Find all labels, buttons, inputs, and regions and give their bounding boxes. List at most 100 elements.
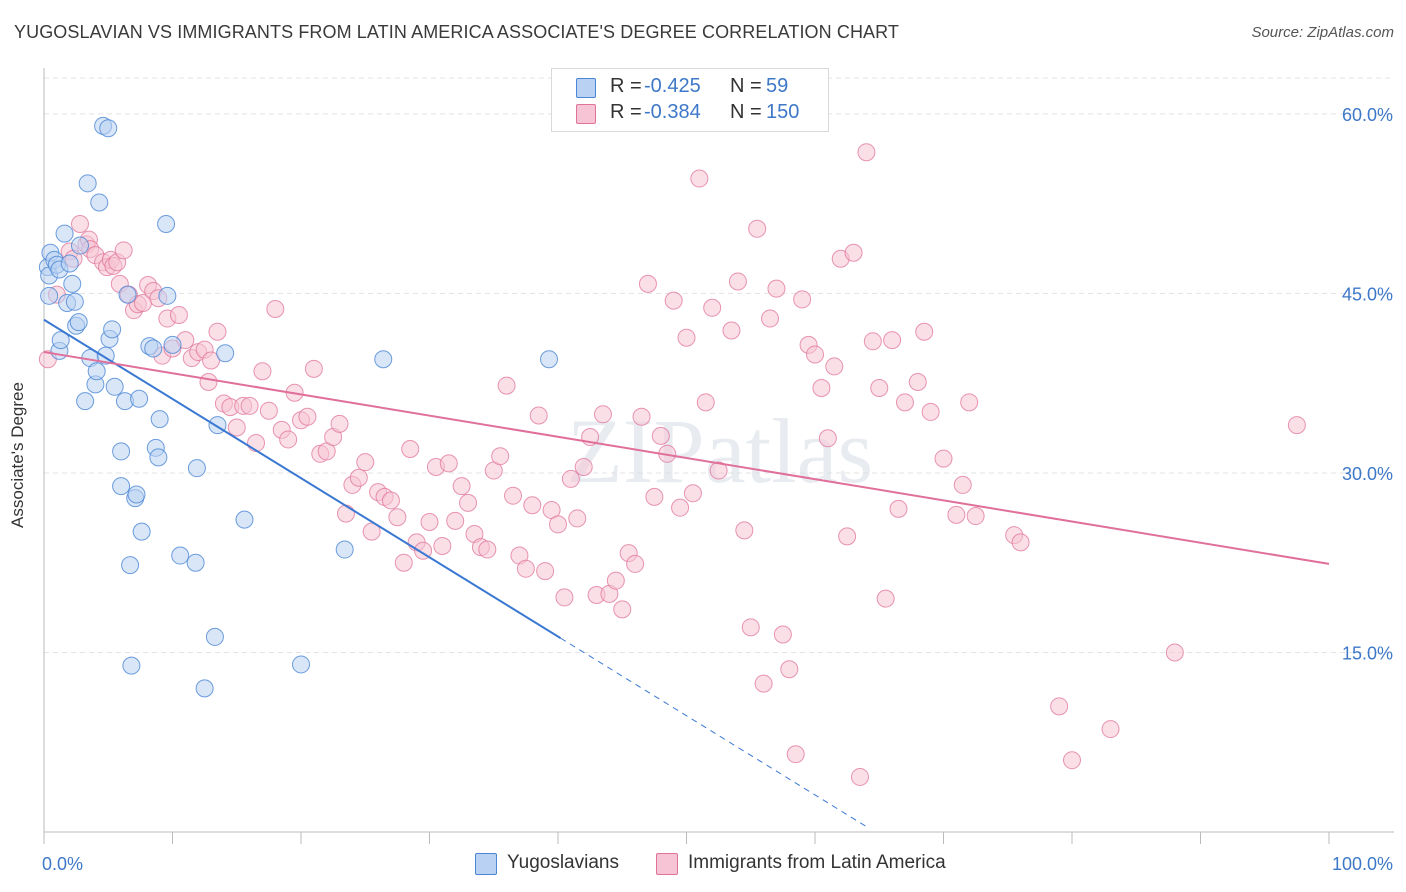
latin-america-point [651,426,670,445]
latin-america-point [362,522,381,541]
yugoslavian-point [149,448,168,467]
latin-america-point [960,393,979,412]
latin-america-point [208,322,227,341]
latin-america-point [722,321,741,340]
yugoslavian-point [150,410,169,429]
latin-america-point [786,745,805,764]
yugoslavian-point [76,392,95,411]
latin-america-point [870,378,889,397]
latin-america-point [452,477,471,496]
yugoslavian-point [60,254,79,273]
latin-america-point [1101,720,1120,739]
latin-america-point [394,553,413,572]
latin-america-point [953,475,972,494]
source-label: Source: ZipAtlas.com [1251,24,1394,41]
blue-swatch [475,853,497,875]
x-tick-label: 100.0% [1332,854,1393,874]
watermark: ZIPatlas [567,400,874,502]
latin-america-point [690,169,709,188]
latin-america-point [330,414,349,433]
gridlines [44,77,1394,653]
latin-america-point [761,309,780,328]
yugoslavian-point [205,627,224,646]
yugoslavian-point [122,656,141,675]
latin-america-point [908,372,927,391]
latin-america-point [947,505,966,524]
latin-america-point [780,660,799,679]
latin-america-point [381,491,400,510]
latin-america-point [349,468,368,487]
latin-america-point [516,559,535,578]
latin-america-point [593,405,612,424]
yugoslavian-point [112,442,131,461]
y-tick-label: 60.0% [1342,105,1393,125]
latin-america-trend-line [43,351,1330,565]
latin-america-point [253,362,272,381]
y-tick-label: 15.0% [1342,643,1393,663]
latin-america-point [1063,751,1081,770]
n-value: 150 [766,101,800,123]
yugoslavian-point [216,344,235,363]
blue-swatch [576,78,596,98]
latin-america-point [895,393,914,412]
latin-america-point [696,393,715,412]
correlation-legend: R = -0.425 N = 59 R = -0.384 N = 150 [551,68,829,132]
latin-america-point [806,345,824,364]
yugoslavian-point [118,285,137,304]
latin-america-point [818,429,837,448]
latin-america-point [336,504,355,523]
latin-america-point [561,469,580,488]
latin-america-point [1165,643,1184,662]
latin-america-point [446,511,465,530]
latin-america-point [439,454,458,473]
legend-label: Yugoslavians [507,852,619,873]
yugoslavian-point [87,362,106,381]
yugoslavian-point [51,331,70,350]
latin-america-point [459,493,478,512]
latin-america-point [773,625,792,644]
yugoslavian-point [65,292,84,311]
latin-america-point [863,332,882,351]
latin-america-point [1050,697,1069,716]
latin-america-point [523,496,542,515]
yugoslavian-point [335,540,354,559]
latin-america-point [247,434,266,453]
latin-america-point [1287,416,1306,435]
latin-america-point [227,418,246,437]
yugoslavian-point [235,510,254,529]
trend-lines [43,318,1330,828]
latin-america-point [478,540,497,559]
yugoslavian-point [90,193,109,212]
r-value: -0.384 [644,101,701,123]
latin-america-point [683,484,702,503]
latin-america-point [632,407,651,426]
yugoslavian-point [374,350,393,369]
latin-america-point [626,554,645,573]
yugoslavian-point [40,286,59,305]
yugoslavian-point [99,119,118,138]
latin-america-point [199,372,218,391]
yugoslavian-point [132,522,151,541]
latin-america-point [876,589,895,608]
yugoslavian-point [187,459,206,478]
latin-america-point [259,401,278,420]
yugoslavian-point [103,320,122,339]
pink-swatch [576,104,596,124]
latin-america-point [555,588,574,607]
yugoslavian-point [158,286,177,305]
latin-america-point [857,143,876,162]
latin-america-point [497,376,516,395]
latin-america-point [388,508,407,527]
r-value: -0.425 [644,75,701,97]
n-label: N = [730,101,762,123]
latin-america-point [536,562,555,581]
latin-america-point [529,406,548,425]
latin-america-point [240,396,259,415]
latin-america-point [169,305,188,324]
yugoslavian-point [69,313,88,332]
latin-america-point [298,407,317,426]
latin-america-point [356,453,375,472]
axes [43,68,1394,844]
yugoslavian-points [38,116,559,698]
